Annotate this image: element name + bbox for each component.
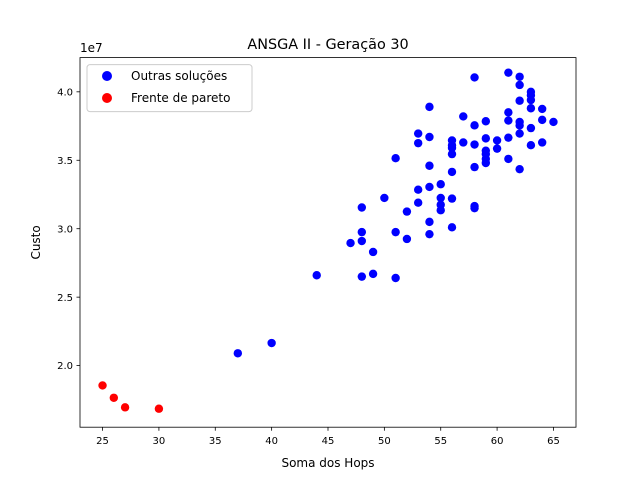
outras-solucoes-point-55	[504, 116, 513, 125]
outras-solucoes-point-69	[526, 123, 536, 133]
outras-solucoes-point-42	[470, 162, 479, 172]
chart-title: ANSGA II - Geração 30	[247, 37, 408, 53]
outras-solucoes-point-46	[481, 134, 491, 143]
frente-de-pareto-point-1	[109, 393, 119, 402]
outras-solucoes-point-23	[425, 182, 434, 192]
x-tick-label-7: 60	[491, 436, 504, 447]
outras-solucoes-point-27	[436, 193, 445, 203]
outras-solucoes-point-71	[537, 104, 547, 114]
frente-de-pareto-point-0	[98, 381, 107, 390]
outras-solucoes-point-12	[391, 227, 400, 237]
outras-solucoes-point-56	[504, 133, 513, 142]
outras-solucoes-point-70	[526, 141, 536, 150]
outras-solucoes-point-29	[436, 206, 445, 215]
outras-solucoes-point-45	[481, 117, 491, 126]
outras-solucoes-point-20	[425, 102, 434, 112]
outras-solucoes-point-16	[413, 129, 423, 138]
outras-solucoes-point-37	[459, 112, 468, 121]
legend-marker-frente-de-pareto	[102, 93, 112, 103]
outras-solucoes-point-57	[504, 154, 513, 164]
x-tick-label-1: 30	[153, 436, 166, 447]
outras-solucoes-point-34	[447, 167, 457, 177]
outras-solucoes-point-21	[425, 132, 434, 142]
legend-box	[86, 64, 253, 113]
y-axis-label: Custo	[29, 225, 43, 259]
outras-solucoes-point-19	[413, 198, 423, 207]
x-tick-label-0: 25	[96, 436, 109, 447]
outras-solucoes-point-25	[425, 229, 434, 239]
outras-solucoes-point-72	[537, 115, 547, 125]
outras-solucoes-point-64	[515, 164, 524, 174]
outras-solucoes-point-68	[526, 104, 536, 113]
outras-solucoes-point-59	[515, 80, 524, 90]
outras-solucoes-point-3	[346, 238, 355, 248]
points-layer	[98, 68, 558, 413]
x-axis-ticks: 25 30 35 40 45 50 55 60 65	[96, 427, 560, 447]
outras-solucoes-point-38	[459, 138, 468, 147]
outras-solucoes-point-52	[492, 144, 502, 153]
outras-solucoes-point-18	[413, 185, 423, 194]
frente-de-pareto-point-2	[120, 403, 130, 412]
outras-solucoes-point-8	[368, 247, 378, 257]
y-tick-label-4: 4.0	[57, 87, 73, 98]
outras-solucoes-point-40	[470, 121, 479, 130]
outras-solucoes-point-22	[425, 161, 434, 170]
outras-solucoes-point-33	[447, 149, 457, 159]
outras-solucoes-point-14	[402, 207, 412, 216]
x-tick-label-4: 45	[322, 436, 335, 447]
legend: Outras soluções Frente de pareto	[86, 64, 253, 113]
legend-marker-outras-solucoes	[102, 71, 112, 81]
y-tick-label-2: 3.0	[57, 224, 73, 235]
outras-solucoes-point-39	[470, 73, 479, 82]
y-axis-ticks: 2.0 2.5 3.0 3.5 4.0	[57, 87, 80, 372]
outras-solucoes-point-5	[357, 227, 367, 237]
outras-solucoes-point-24	[425, 217, 434, 227]
outras-solucoes-point-60	[515, 96, 524, 105]
outras-solucoes-point-58	[515, 72, 524, 81]
outras-solucoes-point-26	[436, 180, 445, 189]
outras-solucoes-point-50	[481, 158, 491, 168]
outras-solucoes-point-6	[357, 236, 367, 246]
outras-solucoes-point-51	[492, 136, 502, 145]
outras-solucoes-point-35	[447, 194, 457, 203]
y-tick-label-3: 3.5	[57, 156, 73, 167]
y-tick-label-0: 2.0	[57, 361, 73, 372]
x-tick-label-3: 40	[265, 436, 278, 447]
outras-solucoes-point-2	[312, 271, 321, 280]
outras-solucoes-point-10	[380, 193, 389, 203]
outras-solucoes-point-36	[447, 223, 457, 232]
outras-solucoes-point-67	[526, 95, 536, 105]
outras-solucoes-point-74	[549, 117, 558, 127]
legend-label-frente-de-pareto: Frente de pareto	[131, 91, 230, 105]
outras-solucoes-point-62	[515, 121, 524, 130]
outras-solucoes-point-11	[391, 154, 400, 163]
outras-solucoes-point-0	[233, 349, 243, 358]
outras-solucoes-point-63	[515, 129, 524, 138]
frente-de-pareto-point-3	[154, 404, 164, 413]
outras-solucoes-point-53	[504, 68, 513, 77]
x-tick-label-8: 65	[547, 436, 560, 447]
x-tick-label-2: 35	[209, 436, 222, 447]
outras-solucoes-point-7	[357, 272, 367, 281]
outras-solucoes-point-9	[368, 269, 378, 279]
legend-label-outras-solucoes: Outras soluções	[131, 69, 227, 83]
outras-solucoes-point-13	[391, 273, 400, 283]
x-axis-label: Soma dos Hops	[281, 456, 374, 470]
outras-solucoes-point-17	[413, 138, 423, 148]
outras-solucoes-point-32	[447, 143, 457, 153]
x-tick-label-5: 50	[378, 436, 391, 447]
y-axis-offset-label: 1e7	[80, 41, 103, 55]
outras-solucoes-point-44	[470, 203, 479, 213]
outras-solucoes-point-73	[537, 138, 547, 147]
x-tick-label-6: 55	[434, 436, 447, 447]
outras-solucoes-point-1	[267, 338, 276, 348]
outras-solucoes-point-54	[504, 108, 513, 117]
outras-solucoes-point-41	[470, 140, 479, 149]
outras-solucoes-point-4	[357, 203, 367, 212]
y-tick-label-1: 2.5	[57, 293, 73, 304]
outras-solucoes-point-15	[402, 234, 412, 244]
plot-area-frame	[79, 57, 577, 428]
